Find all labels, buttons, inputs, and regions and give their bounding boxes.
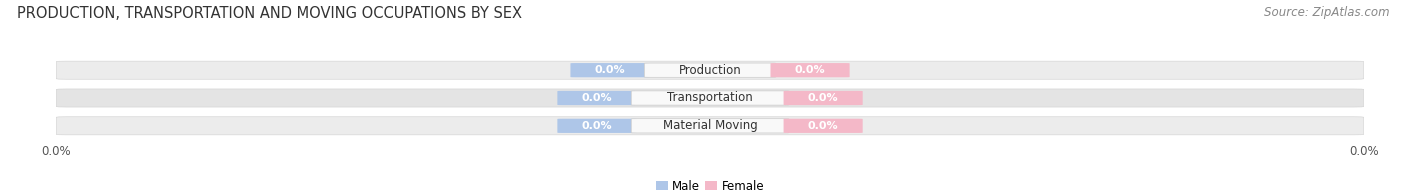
Text: 0.0%: 0.0% [582,93,612,103]
FancyBboxPatch shape [770,63,849,77]
FancyBboxPatch shape [56,117,1364,135]
Text: Material Moving: Material Moving [662,119,758,132]
Text: Source: ZipAtlas.com: Source: ZipAtlas.com [1264,6,1389,19]
FancyBboxPatch shape [631,91,789,105]
FancyBboxPatch shape [557,119,637,133]
Text: Transportation: Transportation [668,92,752,104]
FancyBboxPatch shape [56,89,1364,107]
Text: PRODUCTION, TRANSPORTATION AND MOVING OCCUPATIONS BY SEX: PRODUCTION, TRANSPORTATION AND MOVING OC… [17,6,522,21]
Text: 0.0%: 0.0% [794,65,825,75]
Text: 0.0%: 0.0% [808,121,838,131]
FancyBboxPatch shape [56,61,1364,79]
Text: 0.0%: 0.0% [595,65,626,75]
FancyBboxPatch shape [644,63,776,77]
FancyBboxPatch shape [783,119,863,133]
Text: Production: Production [679,64,741,77]
Text: 0.0%: 0.0% [582,121,612,131]
Text: 0.0%: 0.0% [808,93,838,103]
Legend: Male, Female: Male, Female [651,175,769,196]
FancyBboxPatch shape [557,91,637,105]
FancyBboxPatch shape [783,91,863,105]
FancyBboxPatch shape [571,63,650,77]
FancyBboxPatch shape [631,119,789,133]
